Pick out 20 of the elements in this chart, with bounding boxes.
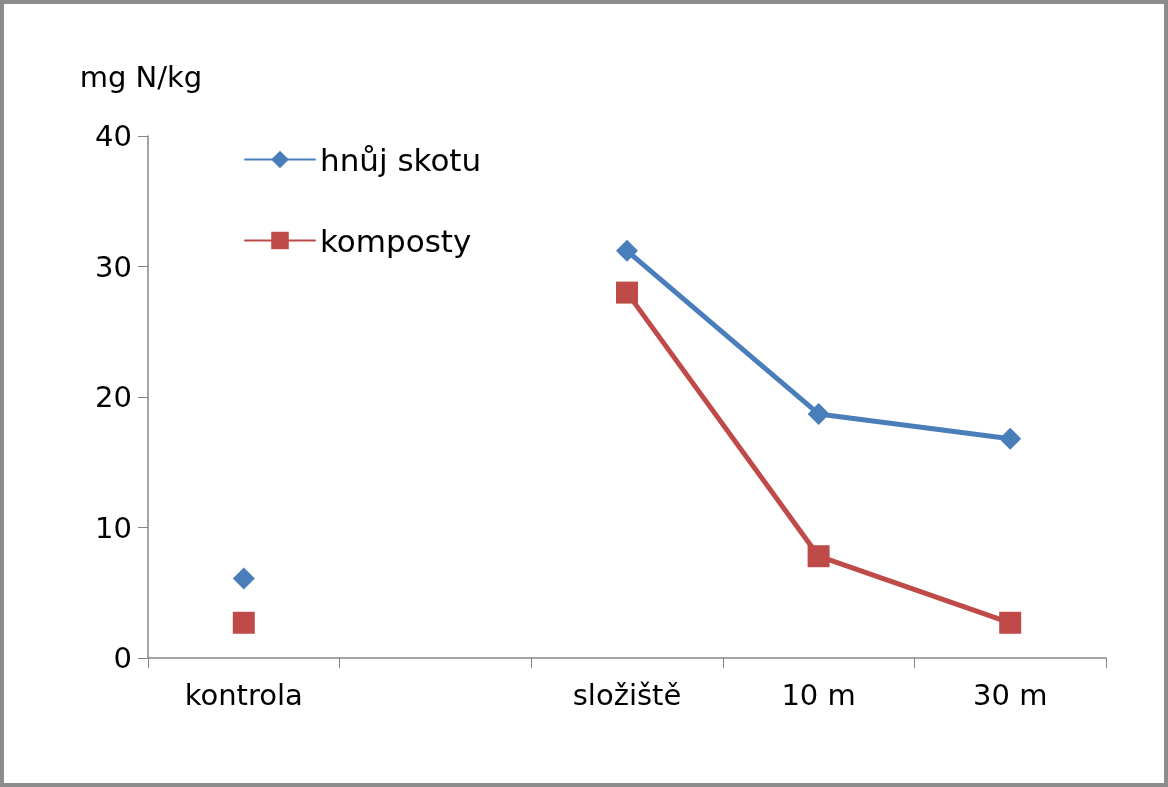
legend-label: hnůj skotu: [320, 141, 482, 178]
y-tick-label: 0: [113, 641, 132, 675]
point: [807, 402, 830, 425]
y-axis-title: mg N/kg: [79, 59, 203, 94]
x-tick-label: 10 m: [781, 677, 856, 712]
y-tick-label: 40: [95, 119, 132, 153]
point: [999, 611, 1022, 634]
point: [999, 427, 1022, 450]
x-tick-label: 30 m: [973, 677, 1048, 712]
point: [232, 611, 255, 634]
point: [616, 239, 638, 262]
y-tick-label: 20: [95, 380, 132, 414]
y-tick-label: 10: [95, 510, 132, 545]
point: [232, 567, 255, 590]
x-tick-label: složiště: [572, 677, 682, 712]
point: [807, 545, 830, 568]
legend-label: komposty: [320, 222, 472, 259]
x-tick-label: kontrola: [184, 677, 303, 712]
point: [616, 281, 638, 304]
y-tick-label: 30: [95, 249, 132, 284]
